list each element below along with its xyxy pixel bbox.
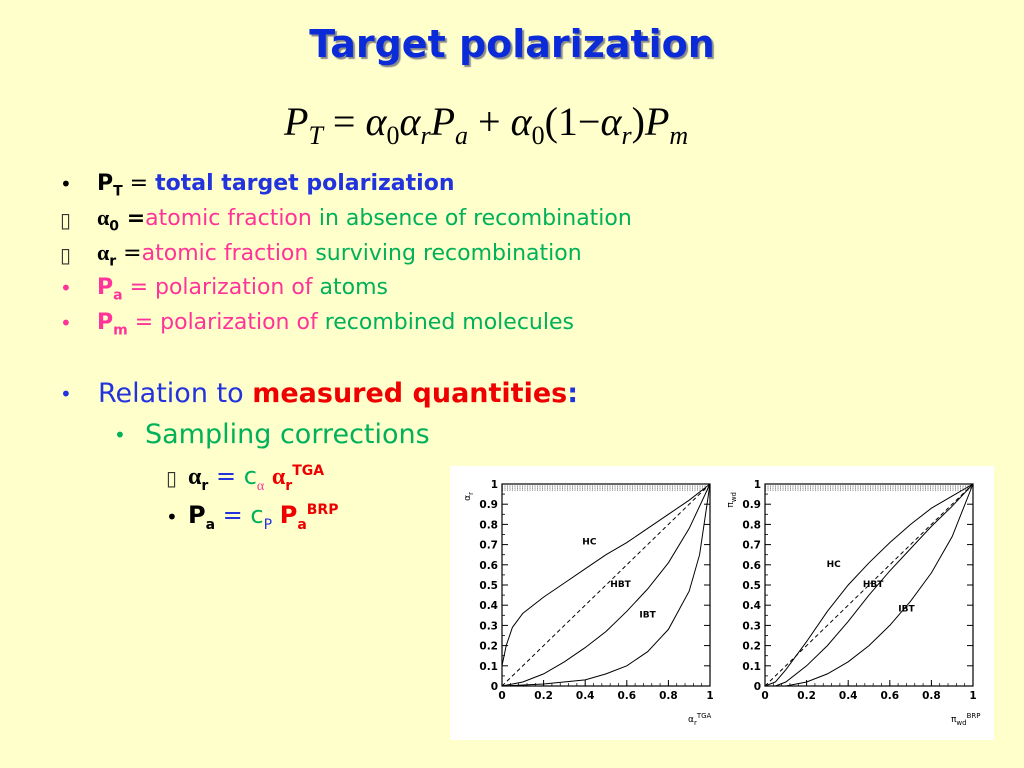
- curve-label-ibt: IBT: [639, 610, 656, 620]
- y-tick-label: 0.7: [742, 540, 761, 552]
- x-tick-label: 0.6: [617, 690, 636, 702]
- y-tick-label: 0.3: [479, 620, 498, 632]
- bullet-pt: PT = total target polarization: [97, 171, 455, 200]
- bullet-dot-icon: •: [60, 311, 72, 335]
- y-tick-label: 0.2: [479, 641, 498, 653]
- diagonal-reference-line: [501, 483, 711, 687]
- y-axis-label: αr: [463, 492, 475, 501]
- y-tick-label: 1: [491, 479, 498, 491]
- bullet-pm: Pm = polarization of recombined molecule…: [97, 310, 574, 339]
- y-tick-label: 0.6: [742, 560, 761, 572]
- x-tick-label: 0.4: [839, 690, 858, 702]
- curve-hc: [501, 483, 711, 666]
- y-tick-label: 0.4: [479, 600, 498, 612]
- y-tick-label: 0.8: [742, 519, 761, 531]
- y-tick-label: 0.9: [479, 499, 498, 511]
- x-tick-label: 0.2: [797, 690, 816, 702]
- y-tick-label: 0.7: [479, 540, 498, 552]
- diagonal-reference-line: [764, 483, 974, 687]
- x-tick-label: 0: [498, 690, 505, 702]
- x-tick-label: 0: [761, 690, 768, 702]
- x-tick-label: 0.8: [659, 690, 678, 702]
- bullet-alphar: αr =atomic fraction surviving recombinat…: [97, 240, 582, 270]
- bullet-dot-icon: •: [60, 172, 72, 196]
- y-tick-label: 0.3: [742, 620, 761, 632]
- sampling-alpha: αr = cα αrTGA: [188, 462, 325, 494]
- x-tick-label: 0.4: [576, 690, 595, 702]
- y-tick-label: 0.6: [479, 560, 498, 572]
- curve-hbt: [501, 483, 711, 687]
- y-axis-label: πwd: [726, 492, 738, 508]
- curve-label-hbt: HBT: [863, 580, 884, 590]
- y-tick-label: 0.8: [479, 519, 498, 531]
- y-tick-label: 0.4: [742, 600, 761, 612]
- plots-svg: 0 0.1 0.2 0.3 0.4 0.5 0.6 0.7 0.8 0.9 1 0 0.2 0.4 0.6 0…: [463, 479, 980, 727]
- box-bullet-icon: ▯: [60, 243, 72, 267]
- relation-heading: Relation to measured quantities:: [98, 378, 579, 409]
- bullet-pa: Pa = polarization of atoms: [97, 275, 389, 304]
- y-tick-label: 1: [754, 479, 761, 491]
- x-tick-label: 0.6: [880, 690, 899, 702]
- polarization-formula: PT = α0αrPa + α0(1−αr)Pm: [284, 99, 689, 150]
- y-tick-label: 0.1: [479, 661, 498, 673]
- y-tick-label: 0.9: [742, 499, 761, 511]
- y-tick-label: 0.1: [742, 661, 761, 673]
- curve-ibt: [501, 483, 711, 687]
- y-tick-label: 0.5: [742, 580, 761, 592]
- sampling-heading: Sampling corrections: [145, 419, 430, 450]
- x-tick-label: 0.2: [534, 690, 553, 702]
- correction-plots: 0 0.1 0.2 0.3 0.4 0.5 0.6 0.7 0.8 0.9 1 0 0.2 0.4 0.6 0…: [450, 466, 994, 740]
- bullet-dot-icon: •: [114, 423, 126, 447]
- bullet-alpha0: α0 =atomic fraction in absence of recomb…: [97, 205, 632, 235]
- curve-label-hc: HC: [582, 538, 597, 548]
- curve-hc: [764, 483, 974, 687]
- y-tick-label: 0.5: [479, 580, 498, 592]
- bullet-dot-icon: •: [60, 276, 72, 300]
- curve-label-hc: HC: [827, 560, 842, 570]
- x-tick-label: 0.8: [922, 690, 941, 702]
- curve-label-ibt: IBT: [898, 604, 915, 614]
- box-bullet-icon: ▯: [60, 208, 72, 232]
- bullet-dot-icon: •: [166, 505, 178, 529]
- curve-ibt: [785, 483, 974, 687]
- slide-title: Target polarization: [309, 22, 715, 66]
- x-tick-label: 1: [706, 690, 713, 702]
- curve-hbt: [775, 483, 974, 687]
- y-tick-label: 0.2: [742, 641, 761, 653]
- y-tick-label: 0: [754, 681, 761, 693]
- bullet-dot-icon: •: [60, 382, 72, 406]
- x-axis-label: αrTGA: [688, 712, 712, 727]
- sampling-pa: Pa = cP PaBRP: [188, 501, 339, 533]
- curve-label-hbt: HBT: [610, 580, 631, 590]
- x-tick-label: 1: [969, 690, 976, 702]
- x-axis-label: πwdBRP: [951, 712, 980, 727]
- y-tick-label: 0: [491, 681, 498, 693]
- box-bullet-icon: ▯: [166, 466, 178, 490]
